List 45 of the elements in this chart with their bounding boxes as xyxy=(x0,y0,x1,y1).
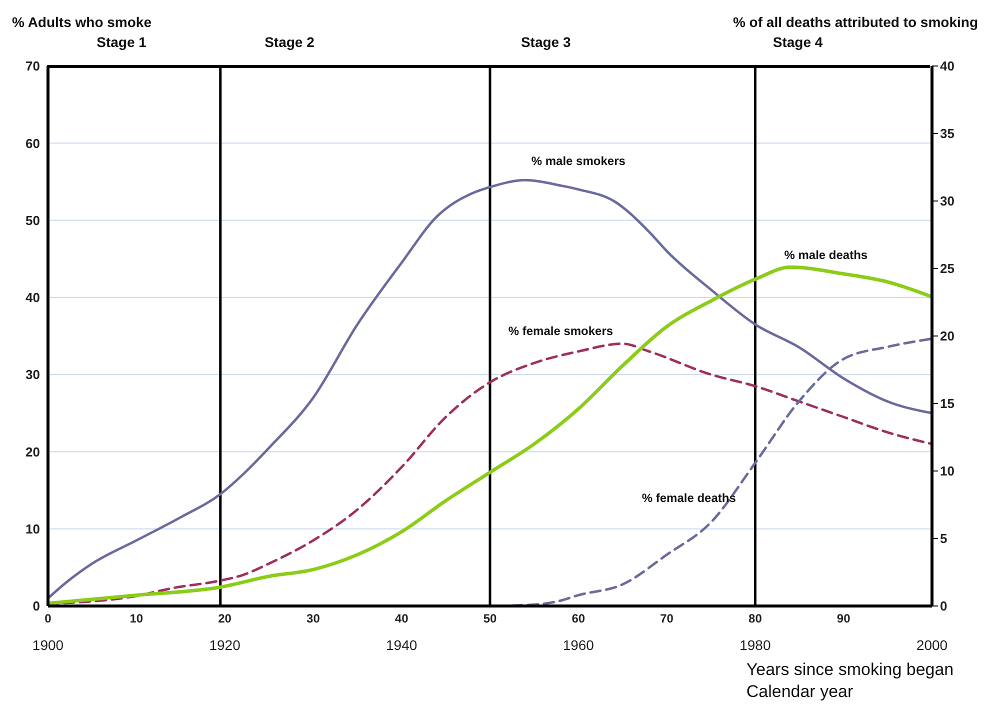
y2-tick-label: 5 xyxy=(940,531,948,546)
x2-tick-label: 1940 xyxy=(386,636,418,653)
x-tick-label: 0 xyxy=(44,612,52,626)
y2-tick-label: 0 xyxy=(940,598,948,614)
x-tick-label: 30 xyxy=(306,612,320,626)
series-label: % male deaths xyxy=(784,248,868,262)
y-tick-label: 20 xyxy=(26,444,40,460)
y-tick-label: 60 xyxy=(26,136,40,151)
y-tick-label: 10 xyxy=(26,521,40,536)
x-tick-label: 80 xyxy=(748,612,762,626)
x2-tick-label: 1920 xyxy=(209,636,241,653)
y2-tick-label: 25 xyxy=(940,261,954,276)
y-tick-label: 50 xyxy=(26,212,40,228)
series-label: % female smokers xyxy=(508,324,614,338)
x-tick-label: 70 xyxy=(660,612,674,626)
y-tick-label: 30 xyxy=(26,367,40,382)
x2-tick-label: 1960 xyxy=(562,636,594,653)
x2-axis-title: Calendar year xyxy=(746,682,854,702)
y-tick-label: 0 xyxy=(32,598,40,614)
x-tick-label: 40 xyxy=(394,612,409,626)
x-tick-label: 60 xyxy=(572,612,586,626)
y-axis-title: % Adults who smoke xyxy=(12,14,152,30)
series-label: % female deaths xyxy=(642,491,736,505)
x-axis-title: Years since smoking began xyxy=(746,660,954,680)
x-tick-label: 50 xyxy=(483,612,497,626)
y-tick-label: 40 xyxy=(26,290,40,306)
text: Stage 1 xyxy=(96,34,146,50)
series-label: % male smokers xyxy=(531,154,626,168)
text: Stage 3 xyxy=(520,34,571,50)
text: Stage 2 xyxy=(264,34,314,50)
y2-tick-label: 15 xyxy=(940,396,954,412)
y2-tick-label: 35 xyxy=(940,126,954,142)
x2-tick-label: 1900 xyxy=(32,636,64,653)
y2-tick-label: 20 xyxy=(940,328,954,344)
y2-tick-label: 30 xyxy=(940,194,954,209)
y2-tick-label: 40 xyxy=(940,58,954,74)
text: Stage 4 xyxy=(772,34,823,50)
x2-tick-label: 2000 xyxy=(916,636,948,653)
y2-axis-title: % of all deaths attributed to smoking xyxy=(732,14,978,30)
x-tick-label: 20 xyxy=(218,612,232,626)
x-tick-label: 90 xyxy=(836,612,851,626)
y2-tick-label: 10 xyxy=(940,464,954,479)
x2-tick-label: 1980 xyxy=(740,636,771,653)
x-tick-label: 10 xyxy=(130,612,144,626)
y-tick-label: 70 xyxy=(26,58,40,74)
